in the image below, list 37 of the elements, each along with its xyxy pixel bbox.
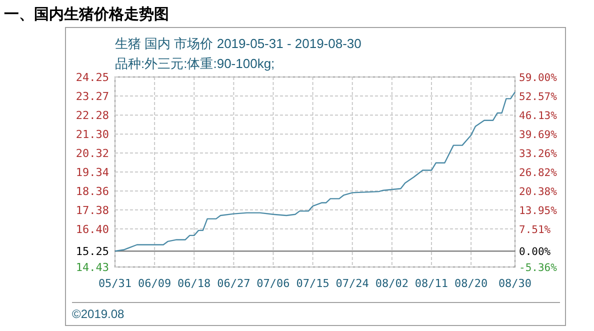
line-series (114, 91, 516, 252)
x-tick-label: 08/30 (498, 277, 532, 290)
y-tick-label: 20.32 (76, 147, 109, 160)
x-tick-label: 06/27 (217, 277, 250, 290)
y-tick-label: 18.36 (76, 184, 109, 198)
y-tick-label: 21.30 (76, 128, 109, 142)
y2-tick-label: 0.00% (519, 246, 552, 258)
y-tick-label: 14.43 (76, 261, 109, 274)
x-tick-label: 07/06 (256, 277, 290, 290)
x-tick-label: 08/11 (414, 277, 448, 290)
y2-tick-label: 26.82% (519, 167, 558, 179)
y-tick-label: 17.38 (76, 204, 109, 217)
y2-tick-label: 13.95% (519, 204, 558, 217)
y-tick-label: 22.28 (76, 109, 109, 122)
y-tick-label: 24.25 (76, 71, 109, 84)
y2-tick-label: 39.69% (519, 129, 558, 142)
y-tick-label: 15.25 (76, 245, 109, 258)
x-tick-label: 08/20 (454, 277, 488, 290)
chart-subtitle: 生猪 国内 市场价 2019-05-31 - 2019-08-30 品种:外三元:体重:90-100kg; (115, 36, 362, 71)
y2-tick-label: 46.13% (519, 110, 558, 122)
text: ©2019.08 (72, 307, 125, 321)
y-tick-label: 23.27 (76, 90, 109, 103)
y2-tick-label: 33.26% (519, 148, 558, 160)
x-tick-label: 06/18 (178, 277, 211, 290)
y2-tick-label: 52.57% (519, 90, 558, 103)
chart-title: 一、国内生猪价格走势图 (4, 6, 169, 23)
x-tick-label: 07/15 (296, 277, 330, 290)
x-tick-label: 07/24 (336, 277, 370, 290)
x-tick-label: 06/09 (138, 277, 172, 290)
y2-tick-label: 59.00% (519, 72, 558, 84)
x-tick-label: 08/02 (375, 277, 408, 290)
y-tick-label: 16.40 (76, 222, 109, 236)
y2-tick-label: 7.51% (519, 224, 552, 236)
x-tick-label: 05/31 (98, 277, 132, 290)
y2-tick-label: 20.38% (519, 186, 558, 198)
y-tick-label: 19.34 (76, 166, 110, 179)
y2-tick-label: -5.36% (519, 262, 558, 274)
